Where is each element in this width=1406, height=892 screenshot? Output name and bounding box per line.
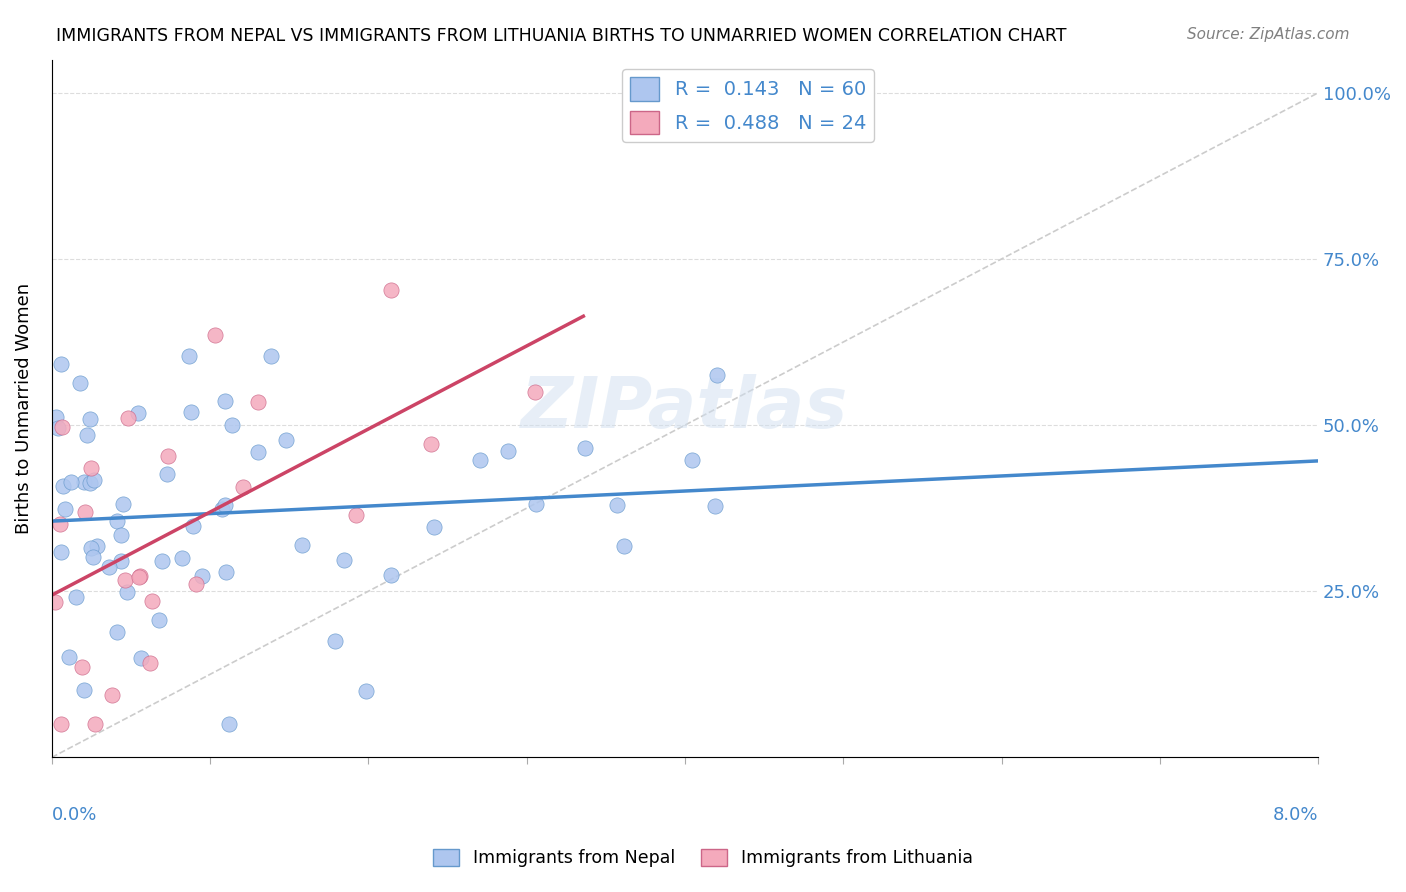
Point [49,357,72,371]
Point [79,541,101,555]
Point [380,283,402,297]
Point [79,476,101,491]
Point [115,585,138,599]
Point [574,442,596,456]
Point [246,394,269,409]
Point [117,410,139,425]
Point [344,508,367,522]
Point [111,497,134,511]
Legend: Immigrants from Nepal, Immigrants from Lithuania: Immigrants from Nepal, Immigrants from L… [426,842,980,874]
Point [706,368,728,383]
Point [141,594,163,608]
Text: Source: ZipAtlas.com: Source: ZipAtlas.com [1187,27,1350,42]
Y-axis label: Births to Unmarried Women: Births to Unmarried Women [15,283,32,534]
Point [101,688,124,702]
Point [468,453,491,467]
Point [215,565,238,579]
Point [73,683,96,698]
Point [138,656,160,670]
Point [105,514,128,528]
Point [156,450,179,464]
Point [380,568,402,582]
Text: IMMIGRANTS FROM NEPAL VS IMMIGRANTS FROM LITHUANIA BIRTHS TO UNMARRIED WOMEN COR: IMMIGRANTS FROM NEPAL VS IMMIGRANTS FROM… [56,27,1067,45]
Point [204,328,226,343]
Point [114,573,136,587]
Point [170,551,193,566]
Point [44,595,66,609]
Point [524,497,547,511]
Point [97,559,120,574]
Point [80,460,103,475]
Point [524,385,547,400]
Point [79,412,101,426]
Point [83,473,105,487]
Point [49,517,72,532]
Text: ZIPatlas: ZIPatlas [522,374,849,443]
Point [247,445,270,459]
Point [83,717,105,731]
Point [128,568,150,582]
Point [128,570,150,584]
Point [274,434,297,448]
Point [110,528,132,542]
Point [191,569,214,583]
Point [58,650,80,665]
Point [218,717,240,731]
Point [420,437,443,451]
Point [333,553,356,567]
Point [73,505,96,519]
Point [148,613,170,627]
Text: 0.0%: 0.0% [52,806,97,824]
Point [70,660,93,674]
Point [177,350,200,364]
Point [323,634,346,648]
Point [110,554,132,568]
Point [260,349,283,363]
Point [232,480,254,494]
Point [612,539,634,553]
Point [150,554,173,568]
Point [76,428,98,442]
Point [48,421,70,435]
Point [51,717,73,731]
Point [51,420,73,434]
Point [423,520,446,534]
Point [606,498,628,512]
Point [73,475,96,490]
Point [156,467,179,481]
Point [65,590,87,604]
Point [69,376,91,390]
Point [127,406,149,420]
Point [221,417,243,432]
Point [214,498,236,512]
Point [211,502,233,516]
Point [214,394,236,409]
Point [82,549,104,564]
Point [49,545,72,559]
Point [291,538,314,552]
Point [496,444,519,458]
Point [181,519,204,533]
Point [52,479,75,493]
Point [105,624,128,639]
Point [53,502,76,516]
Point [86,539,108,553]
Text: 8.0%: 8.0% [1272,806,1319,824]
Point [45,409,67,424]
Legend: R =  0.143   N = 60, R =  0.488   N = 24: R = 0.143 N = 60, R = 0.488 N = 24 [623,70,875,142]
Point [180,405,202,419]
Point [704,499,727,513]
Point [354,683,377,698]
Point [184,576,207,591]
Point [681,453,703,467]
Point [60,475,83,489]
Point [129,650,152,665]
